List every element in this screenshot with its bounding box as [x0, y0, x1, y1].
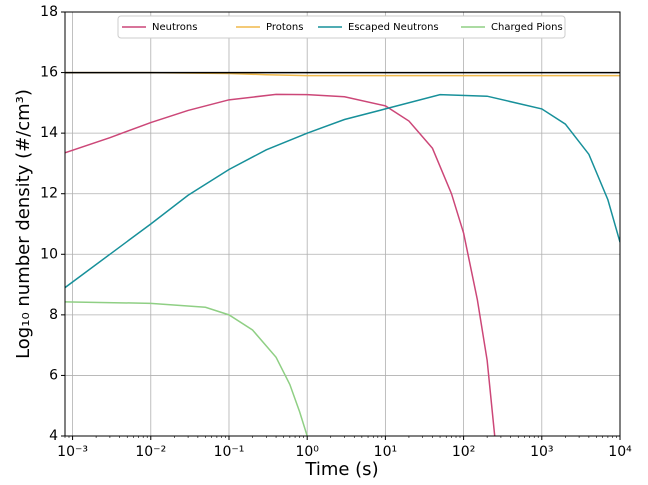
plot-frame — [64, 11, 621, 437]
legend-label: Neutrons — [152, 22, 197, 33]
y-tick-label: 16 — [40, 65, 58, 81]
y-tick-label: 18 — [40, 4, 58, 20]
legend-label: Protons — [266, 22, 303, 33]
x-tick-label: 10⁻³ — [57, 444, 88, 460]
y-tick-label: 6 — [49, 367, 58, 383]
legend: Neutrons Protons Escaped Neutrons Charged P… — [117, 15, 566, 39]
y-tick-label: 14 — [40, 125, 58, 141]
ticks: 10⁻³ 10⁻² 10⁻¹ 10⁰ 10¹ 10² 10³ 10⁴ 4 6 8 10 12 14 16 18 — [40, 4, 632, 460]
x-tick-label: 10² — [452, 444, 475, 460]
x-tick-label: 10¹ — [374, 444, 397, 460]
x-axis-label: Time (s) — [304, 459, 378, 480]
legend-label: Charged Pions — [491, 22, 563, 33]
x-tick-label: 10³ — [530, 444, 553, 460]
y-tick-label: 4 — [49, 428, 58, 444]
legend-label: Escaped Neutrons — [348, 22, 439, 33]
series-line — [65, 93, 620, 289]
series-line — [65, 93, 496, 436]
series-line — [65, 301, 308, 436]
y-tick-label: 12 — [40, 186, 58, 202]
y-tick-label: 10 — [40, 246, 58, 262]
x-tick-label: 10⁻¹ — [214, 444, 245, 460]
grid — [65, 11, 621, 437]
x-tick-label: 10⁴ — [608, 444, 632, 460]
plot-lines — [65, 71, 620, 436]
x-tick-label: 10⁰ — [295, 444, 319, 460]
y-tick-label: 8 — [49, 307, 58, 323]
y-axis-label: Log₁₀ number density (#/cm³) — [13, 89, 34, 359]
x-tick-label: 10⁻² — [135, 444, 166, 460]
